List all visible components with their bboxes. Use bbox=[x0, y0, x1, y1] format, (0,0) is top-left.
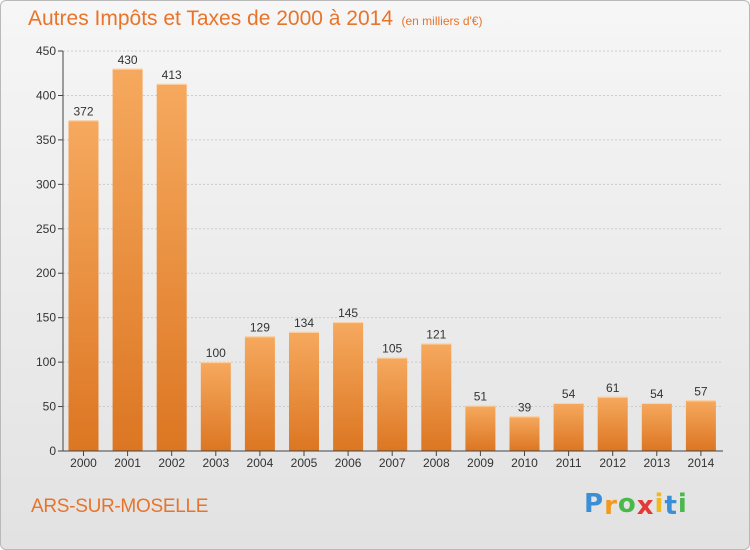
bar-value-label: 57 bbox=[694, 384, 708, 398]
bars bbox=[68, 68, 716, 452]
bar-value-label: 61 bbox=[606, 381, 620, 395]
x-tick-label: 2014 bbox=[688, 456, 715, 470]
bar-value-label: 121 bbox=[426, 327, 446, 341]
y-tick-label: 100 bbox=[36, 355, 56, 369]
bar-value-label: 372 bbox=[73, 104, 93, 118]
logo-letter: x bbox=[636, 491, 655, 521]
x-tick-label: 2013 bbox=[643, 456, 670, 470]
y-tick-label: 50 bbox=[43, 400, 57, 414]
x-tick-label: 2001 bbox=[114, 456, 141, 470]
x-tick-label: 2008 bbox=[423, 456, 450, 470]
y-tick-label: 450 bbox=[36, 44, 56, 58]
bar bbox=[112, 68, 143, 452]
x-tick-label: 2006 bbox=[335, 456, 362, 470]
logo-letter: i bbox=[677, 489, 688, 519]
bar-value-label: 413 bbox=[162, 68, 182, 82]
y-tick-label: 0 bbox=[49, 444, 56, 458]
bar bbox=[377, 357, 408, 451]
y-tick-label: 350 bbox=[36, 133, 56, 147]
x-tick-label: 2000 bbox=[70, 456, 97, 470]
bar-value-label: 430 bbox=[118, 53, 138, 67]
bar-value-label: 100 bbox=[206, 346, 226, 360]
labels: 0 50 100 150 200 250 300 350 400 450 372 2000 430 200… bbox=[36, 44, 715, 470]
bar-value-label: 54 bbox=[562, 387, 576, 401]
axes bbox=[58, 50, 723, 456]
y-tick-label: 300 bbox=[36, 177, 56, 191]
y-tick-label: 250 bbox=[36, 222, 56, 236]
bar-value-label: 134 bbox=[294, 316, 314, 330]
y-tick-label: 400 bbox=[36, 88, 56, 102]
bar bbox=[641, 403, 672, 451]
bar bbox=[289, 331, 319, 451]
bar bbox=[68, 120, 99, 451]
bar-value-label: 39 bbox=[518, 400, 532, 414]
x-tick-label: 2003 bbox=[202, 456, 229, 470]
bar bbox=[465, 405, 496, 451]
chart-title-block: Autres Impôts et Taxes de 2000 à 2014 (e… bbox=[28, 7, 482, 31]
x-tick-label: 2010 bbox=[511, 456, 538, 470]
x-tick-label: 2007 bbox=[379, 456, 406, 470]
x-tick-label: 2005 bbox=[291, 456, 318, 470]
x-tick-label: 2002 bbox=[158, 456, 185, 470]
bar-value-label: 105 bbox=[382, 342, 402, 356]
chart-unit-note: (en milliers d'€) bbox=[401, 14, 483, 28]
x-tick-label: 2009 bbox=[467, 456, 494, 470]
bar-value-label: 129 bbox=[250, 320, 270, 334]
bar bbox=[200, 362, 231, 451]
bar bbox=[244, 336, 275, 451]
proxiti-logo: Proxiti bbox=[584, 489, 688, 521]
bar bbox=[685, 400, 716, 451]
bar bbox=[156, 83, 187, 451]
commune-name: ARS-SUR-MOSELLE bbox=[31, 496, 209, 517]
x-tick-label: 2011 bbox=[556, 456, 582, 470]
bar bbox=[421, 343, 452, 451]
bar bbox=[333, 322, 364, 451]
logo-letter: o bbox=[617, 489, 637, 519]
chart-title: Autres Impôts et Taxes de 2000 à 2014 bbox=[28, 7, 394, 30]
bar-value-label: 145 bbox=[338, 306, 358, 320]
bar bbox=[597, 396, 628, 451]
bar-value-label: 51 bbox=[474, 390, 488, 404]
logo-letter: t bbox=[664, 491, 678, 521]
logo-letter: r bbox=[604, 491, 618, 521]
logo-letter: P bbox=[584, 489, 605, 519]
logo-letter: i bbox=[654, 489, 665, 519]
bar-value-label: 54 bbox=[650, 387, 664, 401]
bar bbox=[509, 416, 540, 451]
x-tick-label: 2004 bbox=[247, 456, 274, 470]
x-tick-label: 2012 bbox=[599, 456, 626, 470]
y-tick-label: 200 bbox=[36, 266, 56, 280]
y-tick-label: 150 bbox=[36, 311, 56, 325]
bar bbox=[553, 403, 584, 451]
